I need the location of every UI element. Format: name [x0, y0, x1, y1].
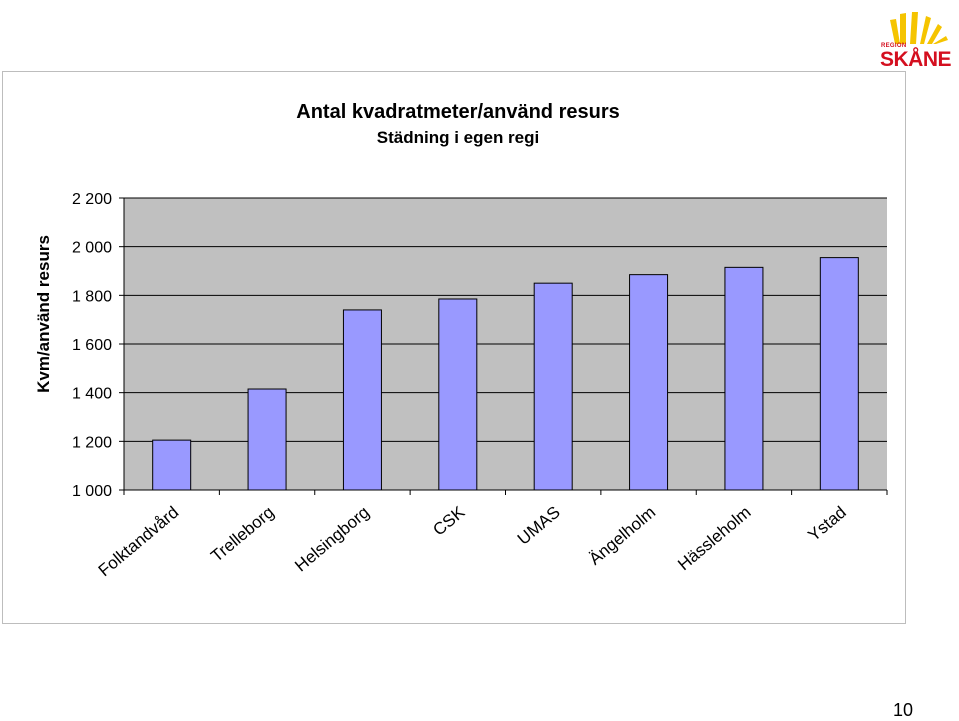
region-skane-logo: REGION SKÅNE: [878, 0, 956, 70]
y-tick-label: 2 000: [72, 240, 112, 257]
logo-name-text: SKÅNE: [880, 48, 952, 71]
y-tick-label: 1 600: [72, 337, 112, 354]
y-axis-label: Kvm/använd resurs: [34, 235, 53, 393]
logo-region-text: REGION: [881, 43, 907, 49]
y-tick-label: 2 200: [72, 191, 112, 208]
x-tick-label: CSK: [429, 502, 468, 539]
x-tick-label: Ängelholm: [585, 503, 659, 569]
bar: [342, 309, 382, 491]
y-tick-label: 1 000: [72, 483, 112, 500]
x-tick-label: UMAS: [514, 503, 564, 549]
chart-title: Antal kvadratmeter/använd resurs: [296, 101, 619, 123]
chart-subtitle: Städning i egen regi: [377, 128, 539, 147]
y-tick-label: 1 800: [72, 288, 112, 305]
bar-chart: Antal kvadratmeter/använd resurs Städning…: [34, 101, 888, 581]
x-tick-label: Ystad: [804, 503, 850, 546]
x-tick-label: Trelleborg: [207, 503, 277, 566]
bar: [533, 282, 573, 491]
page-number: 10: [893, 700, 914, 720]
bar: [152, 439, 192, 491]
bar: [819, 257, 859, 491]
bar: [629, 274, 669, 491]
y-tick-label: 1 400: [72, 386, 112, 403]
y-tick-label: 1 200: [72, 434, 112, 451]
sun-icon: [890, 12, 948, 44]
x-tick-label: Hässleholm: [674, 503, 754, 575]
bar: [247, 388, 287, 491]
bar: [438, 298, 478, 491]
x-tick-label: Helsingborg: [291, 503, 373, 576]
x-tick-label: Folktandvård: [95, 503, 183, 581]
bar: [724, 266, 764, 491]
chart-frame: Antal kvadratmeter/använd resurs Städning…: [2, 71, 906, 624]
